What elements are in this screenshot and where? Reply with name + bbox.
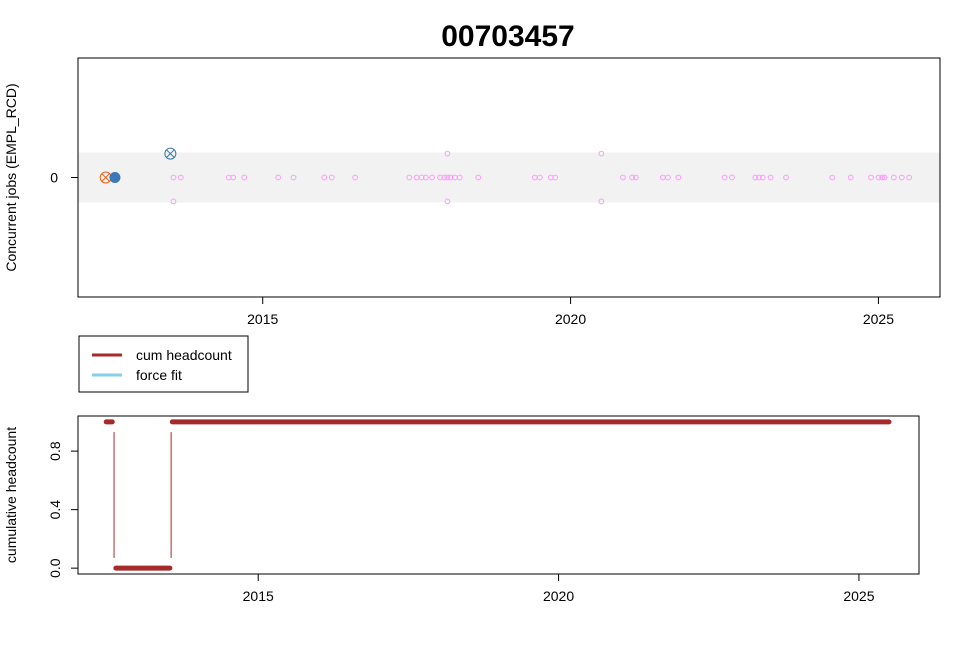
x-tick-label: 2015 bbox=[247, 311, 278, 327]
x-tick-label: 2020 bbox=[543, 588, 574, 604]
y-tick-label: 0 bbox=[50, 170, 58, 186]
marker-cross bbox=[166, 149, 175, 158]
y-axis-label: cumulative headcount bbox=[3, 427, 19, 563]
data-point bbox=[898, 174, 905, 181]
data-point bbox=[728, 174, 735, 181]
data-point bbox=[352, 174, 358, 181]
data-point bbox=[241, 174, 248, 181]
data-point bbox=[164, 147, 177, 160]
y-axis-label: Concurrent jobs (EMPL_RCD) bbox=[3, 83, 19, 271]
x-tick-label: 2025 bbox=[843, 588, 874, 604]
data-point bbox=[536, 174, 543, 181]
data-point bbox=[429, 174, 435, 181]
data-point bbox=[829, 174, 836, 181]
plot-frame bbox=[77, 415, 920, 575]
data-point bbox=[721, 174, 728, 181]
data-point bbox=[441, 174, 448, 181]
highlight-band bbox=[78, 152, 940, 203]
data-point bbox=[783, 174, 789, 181]
data-point bbox=[444, 174, 451, 181]
legend-label: cum headcount bbox=[136, 347, 232, 363]
data-point bbox=[109, 172, 121, 183]
data-point bbox=[290, 174, 297, 181]
y-tick-label: 0.0 bbox=[47, 558, 63, 578]
legend: cum headcount force fit bbox=[78, 335, 249, 393]
data-point bbox=[275, 174, 282, 181]
marker-cross bbox=[101, 173, 111, 182]
x-tick-label: 2015 bbox=[243, 588, 274, 604]
data-point bbox=[170, 198, 177, 205]
y-tick-label: 0.8 bbox=[47, 441, 63, 461]
data-point bbox=[756, 174, 762, 181]
data-point bbox=[552, 174, 559, 181]
data-point bbox=[632, 174, 639, 181]
data-point bbox=[444, 198, 451, 205]
data-point bbox=[422, 174, 429, 181]
x-tick-label: 2025 bbox=[863, 311, 894, 327]
data-point bbox=[879, 174, 886, 181]
data-point bbox=[675, 174, 682, 181]
data-point bbox=[890, 174, 897, 181]
data-point bbox=[177, 174, 184, 181]
data-point bbox=[847, 174, 854, 181]
bottom-panel: 2015 2020 2025 0.0 0.4 0.8 cumulative headcoun… bbox=[3, 415, 920, 604]
data-point bbox=[598, 198, 605, 205]
data-point bbox=[475, 174, 482, 181]
data-point bbox=[906, 174, 913, 181]
data-point bbox=[321, 174, 328, 181]
data-point bbox=[456, 174, 463, 181]
data-point bbox=[881, 174, 888, 181]
data-point bbox=[752, 174, 759, 181]
data-point bbox=[444, 150, 451, 157]
data-point bbox=[664, 174, 671, 181]
legend-label: force fit bbox=[136, 367, 182, 383]
data-point bbox=[759, 174, 766, 181]
data-point bbox=[328, 174, 335, 181]
legend-box bbox=[78, 335, 249, 393]
data-point bbox=[875, 174, 882, 181]
data-point bbox=[170, 174, 177, 181]
data-point bbox=[868, 174, 874, 181]
x-tick-label: 2020 bbox=[555, 311, 586, 327]
data-point bbox=[598, 150, 605, 157]
top-panel: 2015 2020 2025 0 Concurrent jobs (EMPL_RCD) bbox=[3, 57, 941, 327]
data-point bbox=[629, 174, 636, 181]
data-point bbox=[620, 174, 626, 181]
data-point bbox=[767, 174, 774, 181]
marker-ring bbox=[164, 147, 177, 160]
data-point bbox=[230, 174, 237, 181]
data-point bbox=[406, 174, 413, 181]
y-tick-label: 0.4 bbox=[47, 500, 63, 520]
chart-title: 00703457 bbox=[441, 20, 574, 53]
